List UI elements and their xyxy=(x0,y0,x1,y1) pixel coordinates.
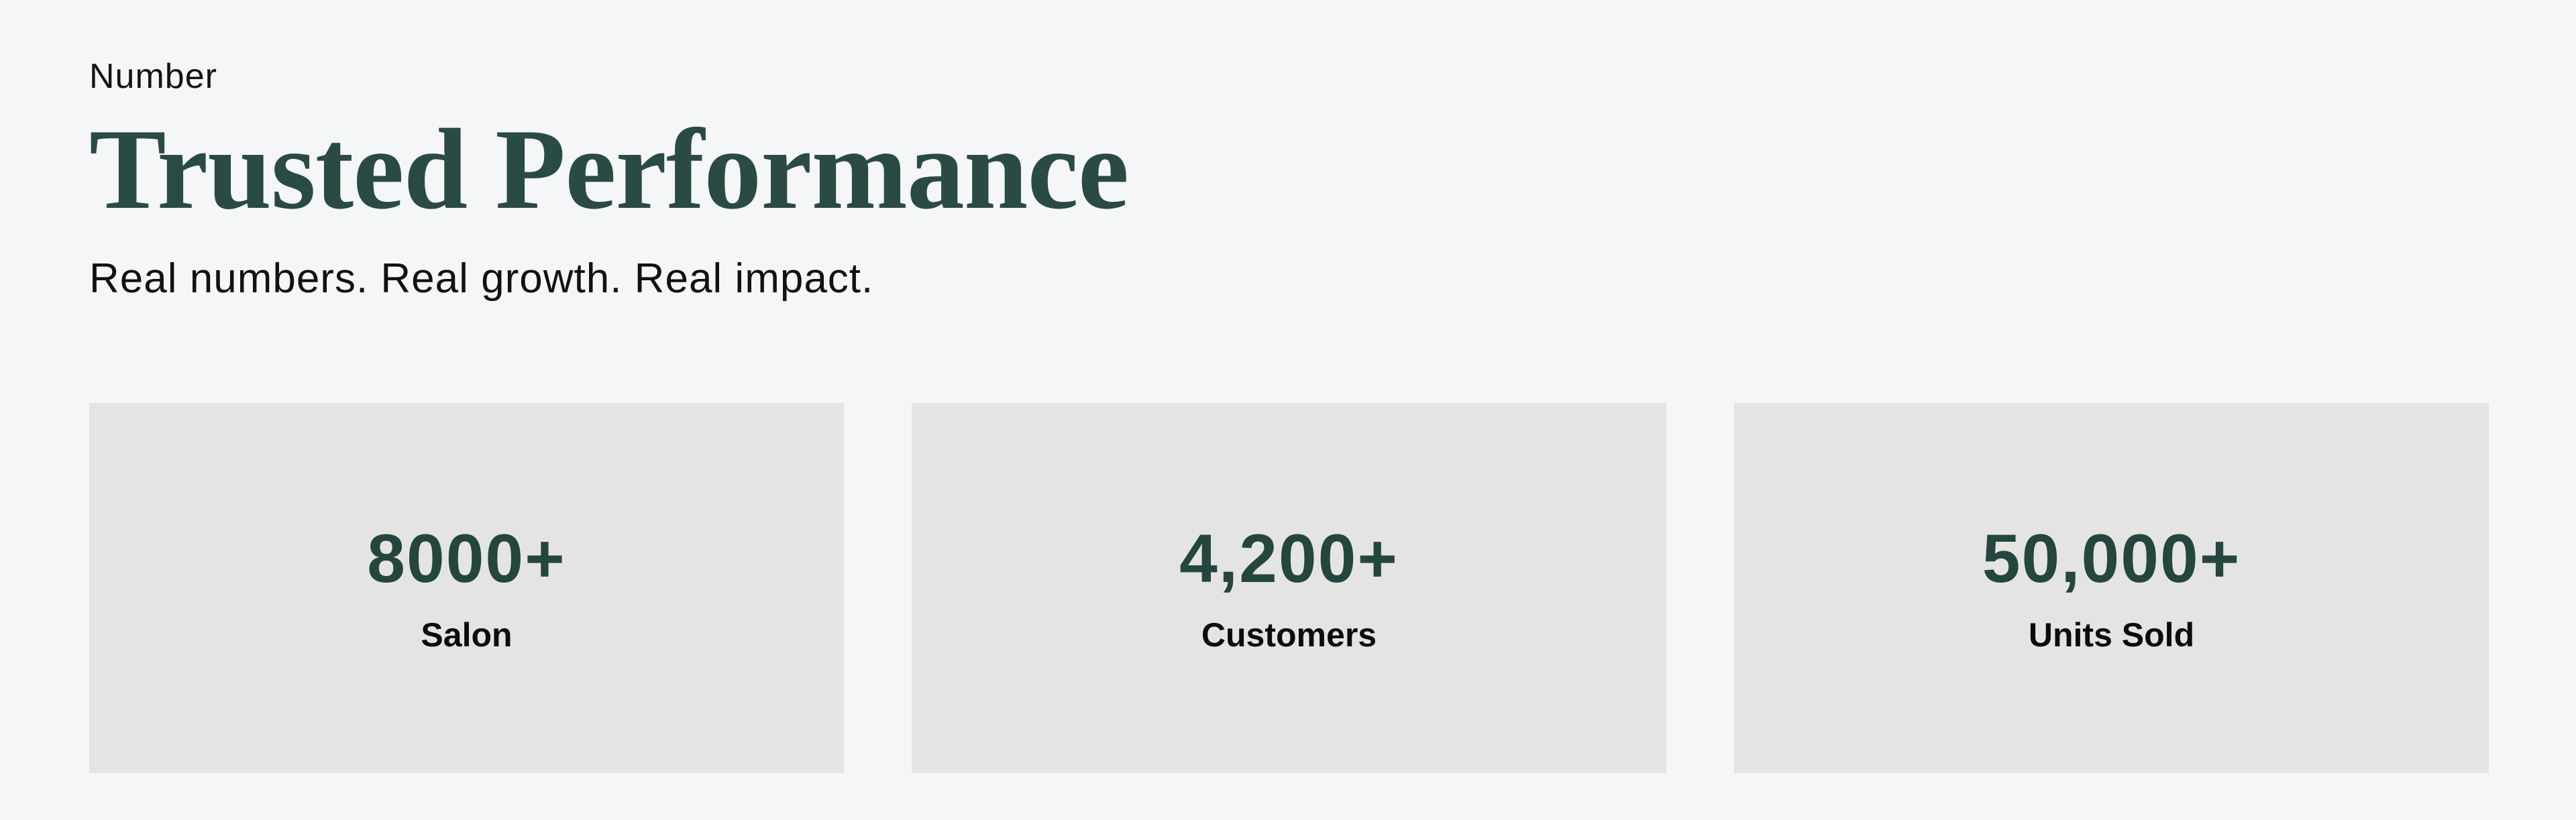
section-subtitle: Real numbers. Real growth. Real impact. xyxy=(89,255,874,302)
stats-row: 8000+ Salon 4,200+ Customers 50,000+ Uni… xyxy=(89,402,2489,773)
stat-value: 4,200+ xyxy=(1179,520,1399,597)
stat-card-customers: 4,200+ Customers xyxy=(912,402,1666,773)
section-eyebrow: Number xyxy=(89,57,217,96)
section-title: Trusted Performance xyxy=(89,106,1129,234)
stat-label: Salon xyxy=(421,616,513,654)
stat-card-salon: 8000+ Salon xyxy=(89,402,844,773)
stat-value: 8000+ xyxy=(367,520,566,597)
stat-label: Units Sold xyxy=(2028,616,2195,654)
stat-card-units-sold: 50,000+ Units Sold xyxy=(1734,402,2489,773)
stat-label: Customers xyxy=(1201,616,1377,654)
stat-value: 50,000+ xyxy=(1982,520,2241,597)
